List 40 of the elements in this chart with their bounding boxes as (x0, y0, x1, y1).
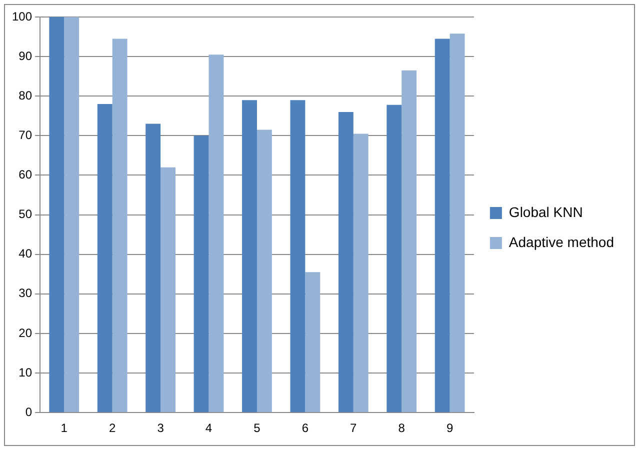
bar (112, 38, 128, 412)
x-tick-label: 4 (205, 421, 212, 436)
x-tick-label: 7 (350, 421, 358, 436)
y-tick-label: 50 (18, 207, 32, 222)
x-tick-label: 5 (254, 421, 261, 436)
bar (64, 17, 80, 412)
y-tick-label: 30 (18, 286, 32, 300)
legend-label: Global KNN (508, 204, 583, 220)
x-tick-label: 2 (108, 421, 116, 436)
bar (402, 70, 417, 412)
x-tick-label: 9 (446, 421, 454, 436)
y-tick-label: 90 (18, 48, 32, 63)
x-tick-label: 6 (302, 421, 309, 436)
y-tick-label: 100 (12, 9, 32, 24)
bar (146, 124, 161, 412)
bar (386, 104, 402, 412)
y-tick-label: 10 (18, 365, 32, 380)
bar (160, 167, 176, 412)
bar (290, 100, 306, 412)
y-tick-label: 40 (18, 246, 32, 261)
y-tick-label: 60 (18, 168, 32, 182)
y-tick-label: 20 (18, 326, 32, 340)
y-tick-label: 80 (18, 88, 32, 102)
bar (450, 34, 465, 412)
legend-label: Adaptive method (508, 234, 614, 250)
bar (434, 38, 450, 412)
bar (353, 134, 368, 412)
bar (242, 100, 257, 412)
bar (49, 17, 64, 412)
bar (194, 136, 209, 412)
x-tick-label: 8 (398, 421, 406, 436)
x-tick-label: 1 (60, 421, 68, 436)
bar (305, 272, 320, 412)
y-tick-label: 0 (25, 404, 32, 419)
y-tick-label: 70 (18, 128, 32, 142)
bar (97, 104, 112, 412)
x-tick-label: 3 (157, 421, 164, 436)
bar (208, 54, 224, 412)
bar (256, 130, 272, 412)
bar (338, 112, 354, 412)
